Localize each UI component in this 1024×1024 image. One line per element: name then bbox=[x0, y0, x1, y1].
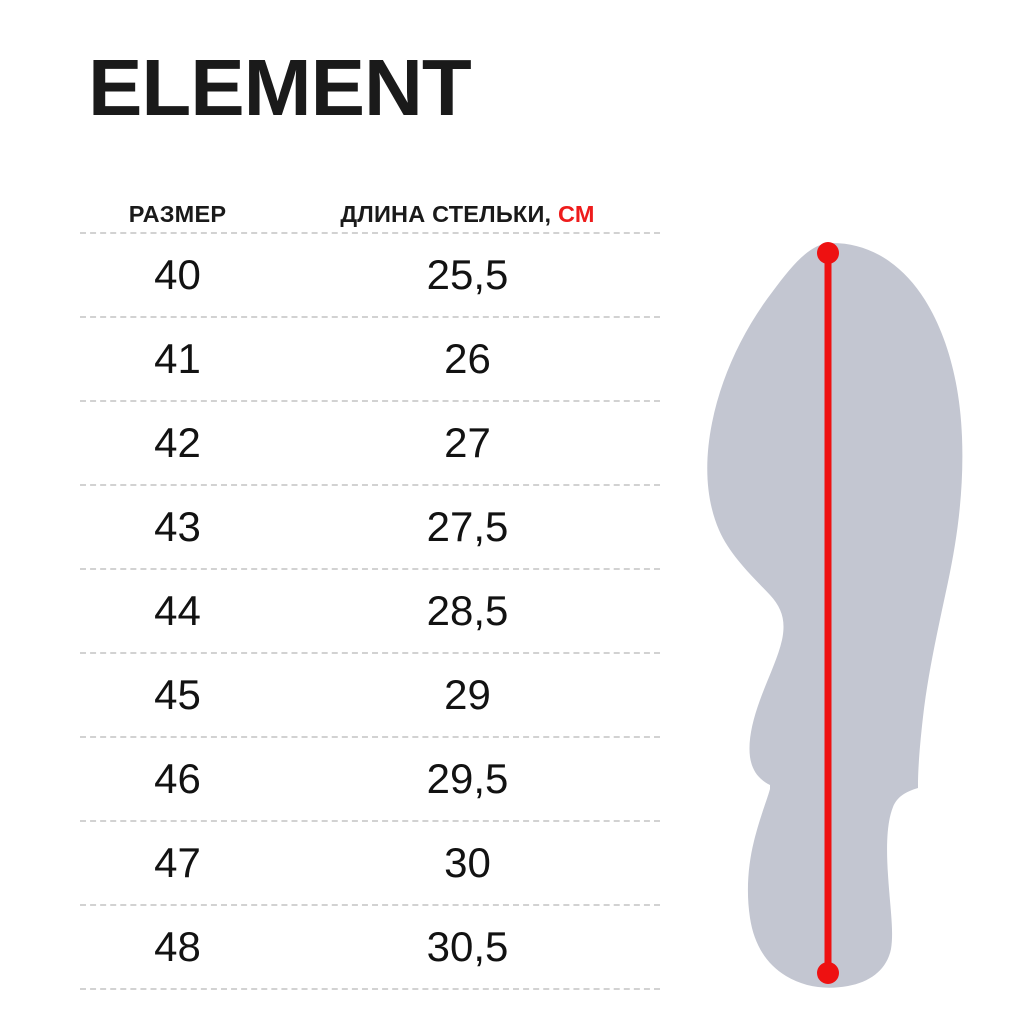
table-header-row: РАЗМЕР ДЛИНА СТЕЛЬКИ, СМ bbox=[80, 170, 660, 232]
insole-shape bbox=[707, 242, 963, 988]
row-divider bbox=[80, 820, 660, 822]
measure-endpoint-top-icon bbox=[817, 242, 839, 264]
table-row: 45 29 bbox=[80, 654, 660, 736]
table-row: 43 27,5 bbox=[80, 486, 660, 568]
table-row: 40 25,5 bbox=[80, 234, 660, 316]
cell-insole-length: 26 bbox=[444, 335, 491, 382]
row-divider bbox=[80, 988, 660, 990]
row-divider bbox=[80, 316, 660, 318]
cell-insole-length: 30,5 bbox=[426, 923, 509, 970]
row-divider bbox=[80, 736, 660, 738]
cell-insole-length: 28,5 bbox=[426, 587, 509, 634]
row-divider bbox=[80, 568, 660, 570]
cell-size: 45 bbox=[154, 671, 201, 718]
insole-illustration bbox=[690, 225, 990, 1000]
row-divider bbox=[80, 400, 660, 402]
cell-insole-length: 29,5 bbox=[426, 755, 509, 802]
column-header-size: РАЗМЕР bbox=[128, 201, 227, 227]
row-divider bbox=[80, 484, 660, 486]
cell-insole-length: 30 bbox=[444, 839, 491, 886]
row-divider bbox=[80, 904, 660, 906]
column-header-length: ДЛИНА СТЕЛЬКИ, СМ bbox=[275, 201, 660, 228]
table-row: 42 27 bbox=[80, 402, 660, 484]
cell-insole-length: 27 bbox=[444, 419, 491, 466]
cell-size: 40 bbox=[154, 251, 201, 298]
cell-size: 48 bbox=[154, 923, 201, 970]
column-header-length-unit: СМ bbox=[558, 201, 595, 227]
cell-size: 41 bbox=[154, 335, 201, 382]
cell-insole-length: 25,5 bbox=[426, 251, 509, 298]
cell-size: 46 bbox=[154, 755, 201, 802]
table-row: 46 29,5 bbox=[80, 738, 660, 820]
measure-endpoint-bottom-icon bbox=[817, 962, 839, 984]
table-row: 41 26 bbox=[80, 318, 660, 400]
table-row: 48 30,5 bbox=[80, 906, 660, 988]
cell-size: 44 bbox=[154, 587, 201, 634]
cell-size: 42 bbox=[154, 419, 201, 466]
cell-size: 47 bbox=[154, 839, 201, 886]
table-row: 47 30 bbox=[80, 822, 660, 904]
column-header-length-text: ДЛИНА СТЕЛЬКИ, bbox=[340, 201, 552, 227]
size-table: РАЗМЕР ДЛИНА СТЕЛЬКИ, СМ 40 25,5 41 26 42 27 4… bbox=[80, 170, 660, 990]
cell-insole-length: 29 bbox=[444, 671, 491, 718]
table-body: 40 25,5 41 26 42 27 43 27,5 44 28,5 45 29 46 29,5 47 30… bbox=[80, 232, 660, 990]
table-row: 44 28,5 bbox=[80, 570, 660, 652]
page-title: ELEMENT bbox=[88, 43, 472, 132]
cell-insole-length: 27,5 bbox=[426, 503, 509, 550]
row-divider bbox=[80, 232, 660, 234]
cell-size: 43 bbox=[154, 503, 201, 550]
row-divider bbox=[80, 652, 660, 654]
